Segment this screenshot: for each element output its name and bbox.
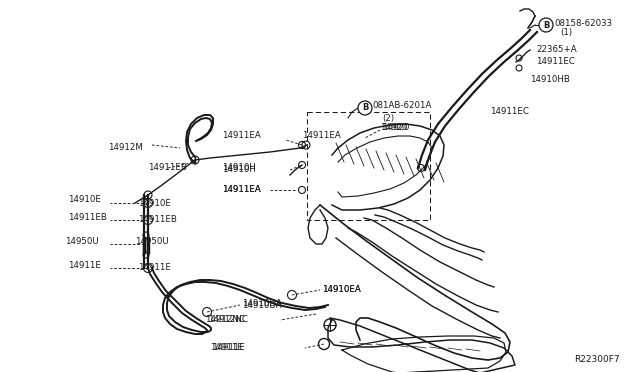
Text: 14911E: 14911E: [138, 263, 171, 273]
Text: 14920: 14920: [380, 124, 408, 132]
Text: 14911E: 14911E: [210, 343, 243, 353]
Text: 081AB-6201A: 081AB-6201A: [372, 102, 431, 110]
Text: 14910HB: 14910HB: [530, 76, 570, 84]
Text: 14912NC: 14912NC: [208, 315, 248, 324]
Text: 08158-62033: 08158-62033: [554, 19, 612, 28]
Text: 14911EA: 14911EA: [222, 131, 260, 141]
Text: R22300F7: R22300F7: [574, 356, 620, 365]
Text: 14950U: 14950U: [135, 237, 169, 247]
Text: 14910E: 14910E: [68, 196, 101, 205]
Text: 14911EC: 14911EC: [490, 108, 529, 116]
Text: 14910H: 14910H: [222, 166, 256, 174]
Text: 14912NC: 14912NC: [205, 315, 245, 324]
Text: 14911E: 14911E: [68, 262, 101, 270]
Text: B: B: [543, 20, 549, 29]
Text: (2): (2): [382, 113, 394, 122]
Text: 14910EA: 14910EA: [322, 285, 361, 295]
Text: 14911EA: 14911EA: [222, 186, 260, 195]
Text: 14911EA: 14911EA: [302, 131, 340, 141]
Text: 14911EB: 14911EB: [148, 164, 187, 173]
Circle shape: [539, 18, 553, 32]
Text: 14910EA: 14910EA: [322, 285, 361, 295]
Text: 22365+A: 22365+A: [536, 45, 577, 55]
Text: 14911EA: 14911EA: [222, 186, 260, 195]
Text: (1): (1): [560, 29, 572, 38]
Text: 14911EC: 14911EC: [536, 58, 575, 67]
Text: B: B: [362, 103, 368, 112]
Text: 14912M: 14912M: [108, 144, 143, 153]
Text: 14910E: 14910E: [138, 199, 171, 208]
Text: 14911E: 14911E: [212, 343, 245, 353]
Circle shape: [358, 101, 372, 115]
Text: 14910H: 14910H: [222, 164, 256, 173]
Text: 14911EB: 14911EB: [68, 214, 107, 222]
Text: 14910DA: 14910DA: [242, 301, 282, 310]
Text: 14910DA: 14910DA: [242, 299, 282, 308]
Text: 14920: 14920: [382, 124, 410, 132]
Text: 14950U: 14950U: [65, 237, 99, 247]
Text: 14911EB: 14911EB: [138, 215, 177, 224]
